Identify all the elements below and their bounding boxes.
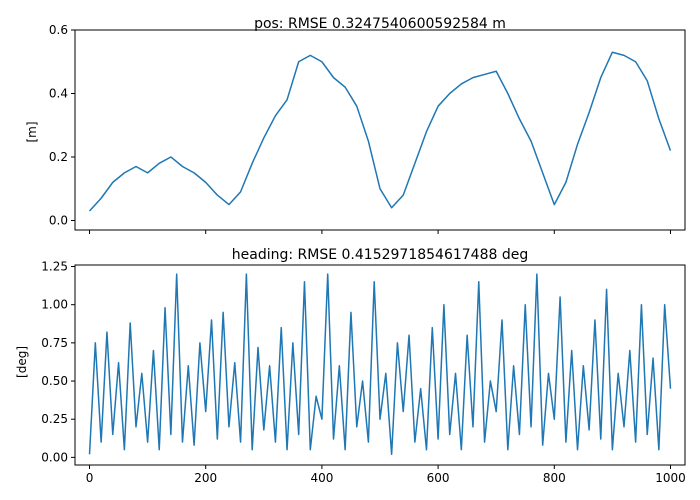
x-tick-label: 1000 — [655, 471, 686, 485]
y-tick-label: 1.25 — [41, 260, 68, 274]
y-tick-label: 0.75 — [41, 336, 68, 350]
plot-area: 0 200 400 600 800 1000 0.00 0.25 0.50 0.75 1.00 1.2… — [41, 260, 685, 485]
chart-title: pos: RMSE 0.3247540600592584 m — [254, 16, 506, 32]
y-tick-label: 0.50 — [41, 374, 68, 388]
x-tick-label: 400 — [310, 471, 333, 485]
y-axis-label: [deg] — [15, 346, 29, 378]
y-tick-label: 0.4 — [49, 86, 68, 100]
y-tick-label: 0.0 — [49, 213, 68, 227]
y-tick-label: 0.6 — [49, 23, 68, 37]
x-tick-label: 200 — [194, 471, 217, 485]
x-tick-label: 800 — [543, 471, 566, 485]
y-tick-label: 0.25 — [41, 412, 68, 426]
plot-frame — [74, 29, 686, 231]
y-axis-label: [m] — [25, 121, 39, 142]
series-line — [88, 273, 672, 456]
plot-area: 0.0 0.2 0.4 0.6 — [49, 23, 672, 234]
series-line — [88, 51, 672, 212]
y-tick-label: 0.2 — [49, 150, 68, 164]
x-tick-label: 600 — [427, 471, 450, 485]
x-tick-label: 0 — [86, 471, 94, 485]
y-tick-label: 1.00 — [41, 298, 68, 312]
chart-title: heading: RMSE 0.4152971854617488 deg — [232, 247, 528, 263]
y-tick-label: 0.00 — [41, 450, 68, 464]
plot-frame — [74, 264, 686, 466]
